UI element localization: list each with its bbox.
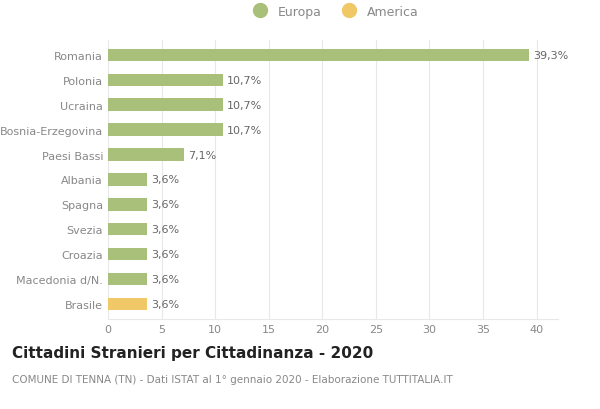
Text: 3,6%: 3,6% (151, 274, 179, 284)
Bar (108, 223, 146, 236)
Bar (108, 248, 146, 261)
Bar (108, 74, 223, 87)
Bar (108, 124, 223, 137)
Text: Cittadini Stranieri per Cittadinanza - 2020: Cittadini Stranieri per Cittadinanza - 2… (12, 346, 373, 361)
Bar (108, 49, 529, 62)
Text: 3,6%: 3,6% (151, 225, 179, 235)
Text: 10,7%: 10,7% (227, 76, 262, 85)
Text: 3,6%: 3,6% (151, 249, 179, 259)
Text: 10,7%: 10,7% (227, 101, 262, 110)
Text: 10,7%: 10,7% (227, 125, 262, 135)
Text: 7,1%: 7,1% (188, 150, 217, 160)
Bar (108, 99, 223, 112)
Text: 3,6%: 3,6% (151, 175, 179, 185)
Bar (108, 273, 146, 285)
Text: 3,6%: 3,6% (151, 200, 179, 210)
Legend: Europa, America: Europa, America (242, 0, 424, 24)
Text: 3,6%: 3,6% (151, 299, 179, 309)
Text: COMUNE DI TENNA (TN) - Dati ISTAT al 1° gennaio 2020 - Elaborazione TUTTITALIA.I: COMUNE DI TENNA (TN) - Dati ISTAT al 1° … (12, 374, 453, 384)
Bar (108, 174, 146, 186)
Bar (108, 199, 146, 211)
Bar (108, 149, 184, 161)
Text: 39,3%: 39,3% (533, 51, 569, 61)
Bar (108, 298, 146, 310)
